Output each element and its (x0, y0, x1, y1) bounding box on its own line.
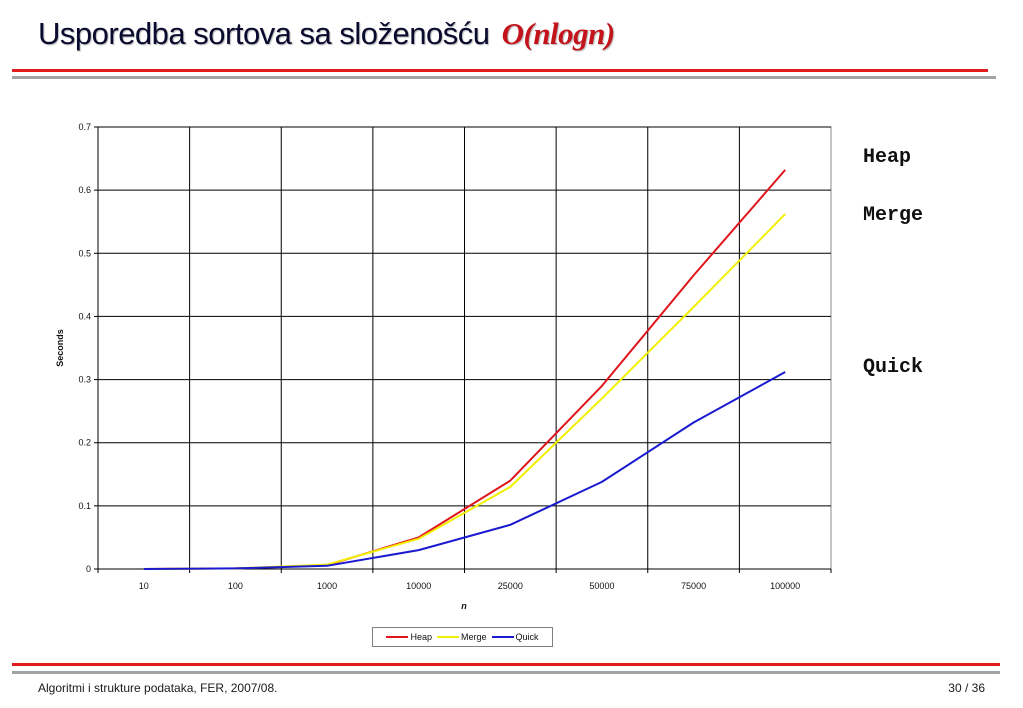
merge-label: Merge (863, 204, 924, 227)
y-tick-label: 0.2 (78, 438, 91, 448)
top-red-rule (12, 69, 988, 72)
x-tick-label: 100 (228, 581, 243, 591)
legend-item-merge: Merge (436, 632, 487, 642)
legend-item-quick: Quick (491, 632, 539, 642)
footer-page-number: 30 / 36 (948, 681, 985, 695)
x-tick-label: 10 (139, 581, 149, 591)
legend-swatch (491, 636, 514, 638)
legend-item-heap: Heap (386, 632, 432, 642)
tick-labels: 0 0.1 0.2 0.3 0.4 0.5 0.6 0.7 10 100 1000 10000 2500… (78, 122, 800, 591)
y-tick-label: 0.1 (78, 501, 91, 511)
quick-label: Quick (863, 356, 924, 379)
gridlines (98, 126, 831, 569)
slide-title-accent: O(nlogn) (501, 16, 616, 51)
y-tick-label: 0 (86, 564, 91, 574)
x-tick-label: 10000 (406, 581, 431, 591)
legend-label: Heap (410, 632, 432, 642)
chart-legend: Heap Merge Quick (372, 627, 553, 647)
x-tick-label: 1000 (317, 581, 337, 591)
y-tick-label: 0.5 (78, 248, 91, 258)
y-tick-label: 0.3 (78, 375, 91, 385)
x-tick-label: 75000 (681, 581, 706, 591)
legend-swatch (436, 636, 459, 638)
y-axis-label: Seconds (55, 329, 65, 367)
x-tick-label: 25000 (498, 581, 523, 591)
slide-title: Usporedba sortova sa složenošću O(nlogn) (38, 16, 615, 52)
x-tick-label: 100000 (770, 581, 800, 591)
y-tick-label: 0.7 (78, 122, 91, 132)
series-line-quick (143, 371, 786, 570)
legend-label: Quick (515, 632, 539, 642)
y-tick-label: 0.6 (78, 185, 91, 195)
top-gray-rule (12, 76, 996, 79)
y-tick-label: 0.4 (78, 311, 91, 321)
footer-course: Algoritmi i strukture podataka, FER, 200… (38, 681, 278, 695)
heap-label: Heap (863, 146, 912, 169)
x-axis-label: n (461, 601, 467, 611)
legend-swatch (386, 636, 409, 638)
series-lines (143, 169, 786, 570)
bottom-red-rule (12, 663, 1000, 666)
x-tick-label: 50000 (589, 581, 614, 591)
bottom-gray-rule (12, 671, 1000, 674)
legend-label: Merge (460, 632, 487, 642)
slide-title-text: Usporedba sortova sa složenošću (38, 16, 490, 51)
